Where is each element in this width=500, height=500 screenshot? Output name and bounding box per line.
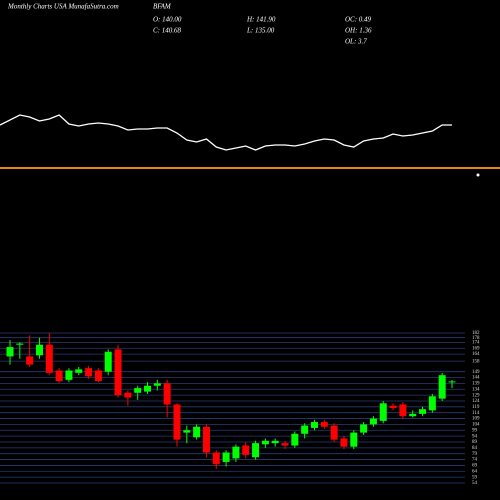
y-tick-label: 74 — [472, 458, 478, 463]
candle-body — [163, 383, 171, 405]
y-tick-label: 124 — [472, 399, 480, 404]
candle-body — [94, 370, 102, 382]
candle-body — [193, 426, 201, 438]
y-tick-label: 104 — [472, 423, 480, 428]
candle-body — [55, 370, 63, 382]
candle-body — [173, 404, 181, 440]
y-tick-label: 182 — [472, 331, 480, 336]
stat: O: 140.00 — [153, 16, 182, 24]
candle-body — [389, 405, 397, 408]
y-tick-label: 79 — [472, 452, 478, 457]
y-tick-label: 178 — [472, 336, 480, 341]
candle-body — [16, 343, 24, 345]
candle-body — [369, 418, 377, 425]
candle-body — [271, 440, 279, 444]
candle-body — [330, 425, 338, 440]
candle-body — [222, 452, 230, 462]
candle-body — [144, 385, 152, 392]
candle-body — [291, 433, 299, 446]
candle-body — [448, 381, 456, 383]
candle-body — [360, 424, 368, 433]
candle-body — [124, 392, 132, 398]
candle-body — [350, 432, 358, 447]
candle-body — [379, 403, 387, 421]
y-tick-label: 169 — [472, 346, 480, 351]
y-tick-label: 174 — [472, 341, 480, 346]
y-tick-label: 89 — [472, 440, 478, 445]
y-tick-label: 69 — [472, 464, 478, 469]
y-tick-label: 94 — [472, 434, 478, 439]
marker-dot — [476, 173, 480, 177]
candle-body — [419, 409, 427, 414]
candle-body — [261, 440, 269, 445]
candle-body — [232, 446, 240, 459]
candle-body — [281, 443, 289, 446]
y-tick-label: 144 — [472, 376, 480, 381]
candle-body — [202, 426, 210, 453]
y-tick-label: 54 — [472, 481, 478, 486]
chart-title: Monthly Charts USA MunafaSutra.com — [7, 3, 119, 11]
stat: H: 141.90 — [246, 16, 276, 24]
stat: C: 140.68 — [153, 27, 182, 35]
y-tick-label: 149 — [472, 370, 480, 375]
stat: L: 135.00 — [246, 27, 275, 35]
candle-body — [409, 413, 417, 417]
candle-body — [26, 356, 34, 365]
y-tick-label: 109 — [472, 417, 480, 422]
candle-body — [75, 369, 83, 373]
stat: OH: 1.36 — [345, 27, 372, 35]
candle-body — [320, 422, 328, 427]
stat: OC: 0.49 — [345, 16, 372, 24]
candle-body — [301, 425, 309, 434]
y-tick-label: 119 — [472, 405, 480, 410]
y-tick-label: 158 — [472, 359, 480, 364]
y-tick-label: 164 — [472, 352, 480, 357]
candle-body — [65, 370, 73, 380]
candle-body — [153, 383, 161, 386]
candle-body — [428, 396, 436, 411]
symbol: BFAM — [153, 3, 172, 11]
candle-body — [183, 430, 191, 433]
candle-body — [212, 452, 220, 465]
candle-body — [242, 445, 250, 455]
candle-body — [45, 344, 53, 373]
candle-body — [35, 344, 43, 356]
y-tick-label: 114 — [472, 411, 480, 416]
candle-body — [6, 347, 14, 357]
stat: OL: 3.7 — [345, 38, 367, 46]
candle-body — [340, 438, 348, 447]
y-tick-label: 84 — [472, 446, 478, 451]
y-tick-label: 139 — [472, 382, 480, 387]
indicator-line — [0, 114, 452, 151]
candle-body — [252, 443, 260, 458]
y-tick-label: 134 — [472, 387, 480, 392]
y-tick-label: 59 — [472, 475, 478, 480]
candle-body — [310, 422, 318, 428]
candle-body — [85, 368, 93, 377]
candle-body — [134, 388, 142, 393]
candle-body — [399, 404, 407, 417]
candle-body — [114, 349, 122, 396]
y-tick-label: 64 — [472, 469, 478, 474]
y-tick-label: 99 — [472, 428, 478, 433]
y-tick-label: 129 — [472, 393, 480, 398]
candle-body — [104, 351, 112, 372]
candle-body — [438, 375, 446, 399]
